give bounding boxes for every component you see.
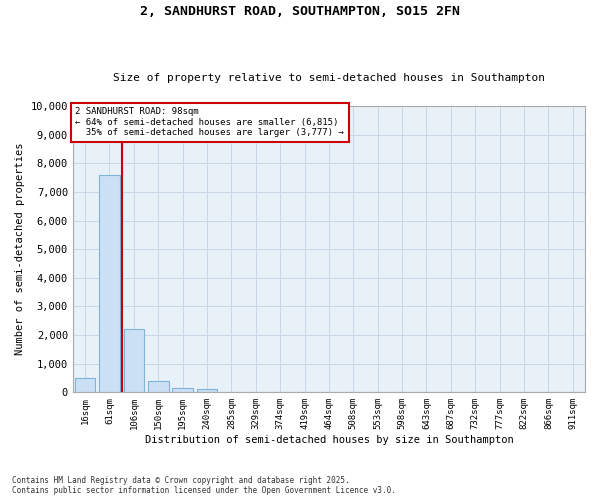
Bar bbox=[99, 174, 120, 392]
Text: 2 SANDHURST ROAD: 98sqm
← 64% of semi-detached houses are smaller (6,815)
  35% : 2 SANDHURST ROAD: 98sqm ← 64% of semi-de… bbox=[76, 108, 344, 137]
Bar bbox=[172, 388, 193, 392]
X-axis label: Distribution of semi-detached houses by size in Southampton: Distribution of semi-detached houses by … bbox=[145, 435, 514, 445]
Text: Contains HM Land Registry data © Crown copyright and database right 2025.
Contai: Contains HM Land Registry data © Crown c… bbox=[12, 476, 396, 495]
Title: Size of property relative to semi-detached houses in Southampton: Size of property relative to semi-detach… bbox=[113, 73, 545, 83]
Y-axis label: Number of semi-detached properties: Number of semi-detached properties bbox=[15, 143, 25, 356]
Bar bbox=[197, 390, 217, 392]
Bar bbox=[75, 378, 95, 392]
Bar bbox=[124, 330, 144, 392]
Text: 2, SANDHURST ROAD, SOUTHAMPTON, SO15 2FN: 2, SANDHURST ROAD, SOUTHAMPTON, SO15 2FN bbox=[140, 5, 460, 18]
Bar bbox=[148, 382, 169, 392]
